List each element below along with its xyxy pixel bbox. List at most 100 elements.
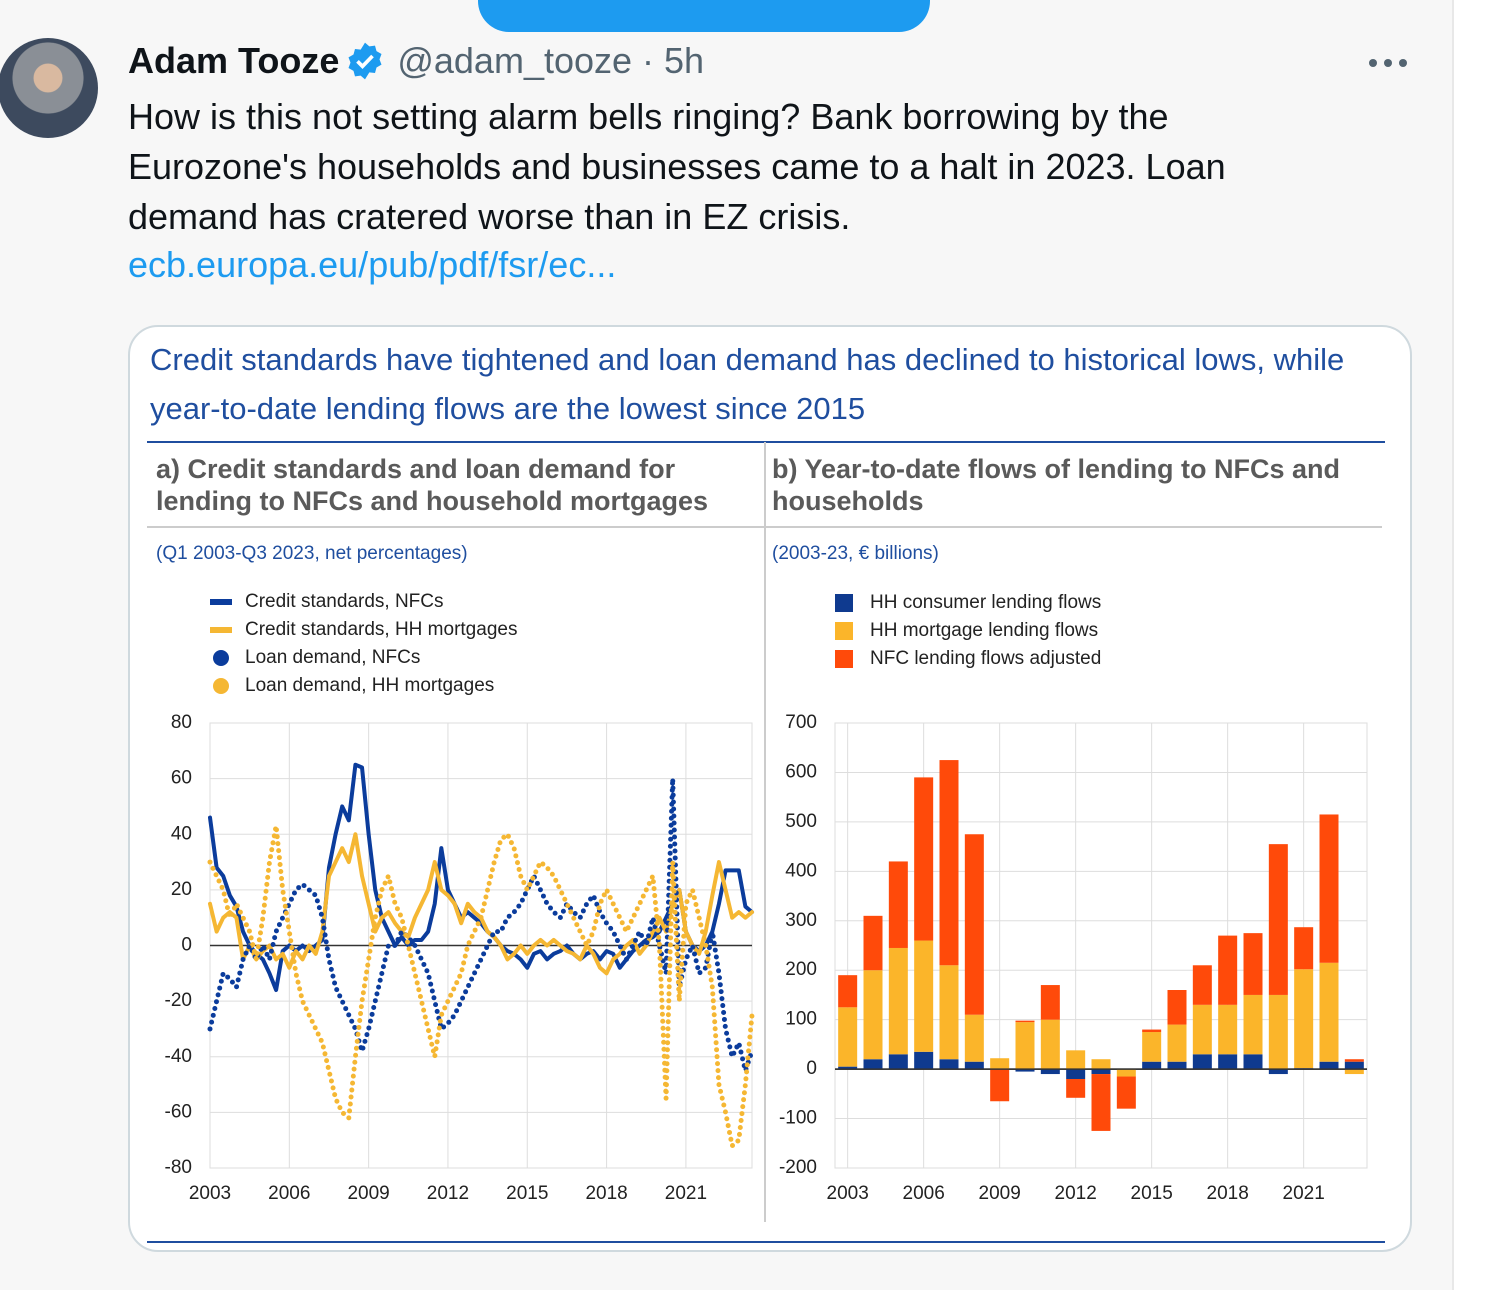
bar-segment — [863, 1059, 883, 1070]
legend-marker — [213, 650, 229, 666]
bar-segment — [1167, 1024, 1187, 1062]
x-tick-label: 2018 — [585, 1183, 627, 1204]
bar-segment — [990, 1069, 1010, 1102]
y-tick-label: 60 — [171, 768, 192, 789]
bar-segment — [964, 834, 984, 1015]
more-button[interactable] — [1368, 56, 1408, 70]
legend-marker — [213, 678, 229, 694]
legend-label: Loan demand, NFCs — [245, 647, 420, 668]
tweet-link[interactable]: ecb.europa.eu/pub/pdf/fsr/ec... — [128, 244, 617, 285]
x-tick-label: 2006 — [268, 1183, 310, 1204]
legend-label: Credit standards, HH mortgages — [245, 619, 517, 640]
bar-segment — [1344, 1069, 1364, 1075]
bar-segment — [1192, 965, 1212, 1005]
bar-segment — [1192, 1004, 1212, 1055]
author-meta: @adam_tooze · 5h — [397, 40, 705, 81]
legend-label: HH mortgage lending flows — [870, 620, 1098, 641]
bar-segment — [1218, 1004, 1238, 1055]
bar-segment — [1091, 1074, 1111, 1131]
y-tick-label: -20 — [165, 990, 192, 1011]
chart-image[interactable]: Credit standards have tightened and loan… — [128, 325, 1412, 1252]
bar-segment — [1167, 1061, 1187, 1070]
bar-segment — [1344, 1059, 1364, 1062]
legend-marker — [210, 627, 232, 633]
bar-segment — [888, 947, 908, 1055]
bar-segment — [1015, 1022, 1035, 1070]
legend-label: NFC lending flows adjusted — [870, 648, 1101, 669]
bar-segment — [1344, 1061, 1364, 1070]
bar-segment — [1040, 1069, 1060, 1075]
bar-segment — [1116, 1069, 1136, 1077]
x-tick-label: 2009 — [979, 1183, 1021, 1204]
bar-segment — [838, 1007, 858, 1067]
legend-label: Loan demand, HH mortgages — [245, 675, 494, 696]
bar-segment — [1066, 1050, 1086, 1070]
bar-segment — [1294, 927, 1314, 970]
y-tick-label: 300 — [785, 910, 817, 931]
panel-subtitle: (2003-23, € billions) — [772, 543, 939, 564]
bar-segment — [838, 975, 858, 1008]
y-tick-label: 500 — [785, 811, 817, 832]
tweet-text: How is this not setting alarm bells ring… — [128, 96, 1226, 237]
x-tick-label: 2012 — [1055, 1183, 1097, 1204]
bar-segment — [939, 760, 959, 966]
bar-segment — [1091, 1069, 1111, 1075]
bar-segment — [1218, 1054, 1238, 1070]
author-name[interactable]: Adam Tooze — [128, 40, 340, 81]
y-tick-label: 40 — [171, 823, 192, 844]
legend-marker — [835, 622, 853, 640]
bar-segment — [863, 970, 883, 1060]
y-tick-label: 0 — [806, 1058, 817, 1079]
bar-segment — [1015, 1069, 1035, 1072]
figure-title: Credit standards have tightened and loan… — [150, 342, 1345, 426]
bar-segment — [1015, 1020, 1035, 1023]
legend-marker — [210, 599, 232, 605]
bar-segment — [1243, 1054, 1263, 1070]
bar-segment — [1294, 969, 1314, 1069]
bar-segment — [1268, 844, 1288, 995]
x-tick-label: 2012 — [427, 1183, 469, 1204]
panel-title: a) Credit standards and loan demand for … — [156, 454, 709, 516]
bar-segment — [964, 1061, 984, 1070]
bar-segment — [1142, 1029, 1162, 1033]
bar-segment — [1319, 1061, 1339, 1070]
y-tick-label: -200 — [779, 1157, 817, 1178]
y-tick-label: -100 — [779, 1108, 817, 1129]
avatar[interactable] — [0, 38, 98, 138]
y-tick-label: 100 — [785, 1009, 817, 1030]
y-tick-label: 0 — [181, 935, 192, 956]
bar-segment — [914, 777, 934, 941]
y-tick-label: 400 — [785, 860, 817, 881]
bar-segment — [1167, 990, 1187, 1025]
bar-segment — [1040, 985, 1060, 1020]
bar-segment — [1116, 1076, 1136, 1109]
bar-segment — [1319, 814, 1339, 963]
y-tick-label: -60 — [165, 1101, 192, 1122]
panel-title: b) Year-to-date flows of lending to NFCs… — [772, 454, 1341, 516]
y-tick-label: 80 — [171, 712, 192, 733]
new-posts-pill[interactable] — [478, 0, 930, 32]
x-tick-label: 2006 — [903, 1183, 945, 1204]
dotted-line — [207, 776, 755, 1074]
bar-segment — [888, 861, 908, 948]
bar-segment — [1142, 1061, 1162, 1070]
legend-marker — [835, 594, 853, 612]
bar-segment — [990, 1058, 1010, 1070]
bar-segment — [888, 1054, 908, 1070]
x-tick-label: 2021 — [665, 1183, 707, 1204]
y-tick-label: -40 — [165, 1046, 192, 1067]
bar-segment — [1268, 1069, 1288, 1075]
x-tick-label: 2009 — [347, 1183, 389, 1204]
x-tick-label: 2003 — [827, 1183, 869, 1204]
bar-segment — [914, 940, 934, 1052]
x-tick-label: 2021 — [1283, 1183, 1325, 1204]
y-tick-label: -80 — [165, 1157, 192, 1178]
x-tick-label: 2003 — [189, 1183, 231, 1204]
dotted-line — [207, 823, 755, 1149]
bar-segment — [939, 1059, 959, 1070]
bar-segment — [1066, 1069, 1086, 1079]
verified-badge — [348, 42, 382, 80]
y-tick-label: 20 — [171, 879, 192, 900]
